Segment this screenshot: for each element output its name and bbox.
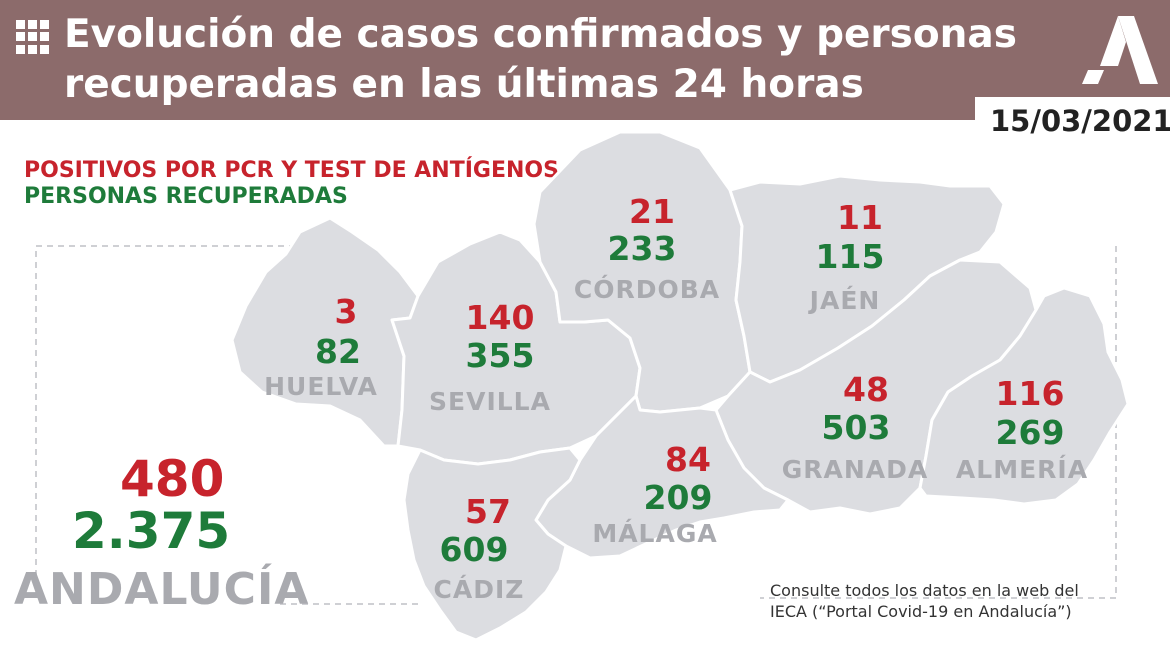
province-cadiz	[402, 446, 582, 642]
sevilla-positives: 140	[465, 298, 535, 337]
cordoba-label: CÓRDOBA	[573, 275, 721, 304]
cordoba-positives: 21	[629, 192, 675, 231]
junta-andalucia-logo-icon	[1082, 16, 1158, 84]
total-recovered: 2.375	[72, 502, 231, 560]
total-positives: 480	[120, 450, 225, 508]
legend-recovered: PERSONAS RECUPERADAS	[24, 184, 348, 209]
header-banner: Evolución de casos confirmados y persona…	[0, 0, 1170, 120]
granada-positives: 48	[843, 370, 889, 409]
cadiz-positives: 57	[465, 492, 511, 531]
granada-recovered: 503	[821, 408, 891, 447]
cadiz-recovered: 609	[439, 530, 509, 569]
sevilla-label: SEVILLA	[429, 387, 551, 416]
date-box	[975, 97, 1170, 143]
grid-icon	[16, 20, 50, 54]
province-huelva	[230, 216, 420, 448]
total-label: ANDALUCÍA	[14, 564, 310, 615]
malaga-recovered: 209	[643, 478, 713, 517]
almeria-recovered: 269	[995, 413, 1065, 452]
report-date: 15/03/2021	[990, 104, 1170, 138]
huelva-recovered: 82	[315, 332, 361, 371]
huelva-positives: 3	[334, 292, 358, 331]
jaen-positives: 11	[837, 198, 883, 237]
malaga-label: MÁLAGA	[592, 519, 718, 548]
almeria-label: ALMERÍA	[955, 455, 1089, 484]
page-title: Evolución de casos confirmados y persona…	[64, 12, 1017, 107]
cordoba-recovered: 233	[607, 229, 677, 268]
legend-positives: POSITIVOS POR PCR Y TEST DE ANTÍGENOS	[24, 158, 559, 183]
malaga-positives: 84	[665, 440, 711, 479]
granada-label: GRANADA	[781, 455, 929, 484]
huelva-label: HUELVA	[264, 372, 378, 401]
sevilla-recovered: 355	[465, 336, 535, 375]
cadiz-label: CÁDIZ	[433, 575, 525, 604]
jaen-label: JAÉN	[809, 286, 881, 315]
dashed-frame	[35, 245, 1117, 599]
province-almeria	[918, 286, 1130, 506]
footnote: Consulte todos los datos en la web del I…	[770, 581, 1079, 621]
jaen-recovered: 115	[815, 237, 885, 276]
almeria-positives: 116	[995, 374, 1065, 413]
